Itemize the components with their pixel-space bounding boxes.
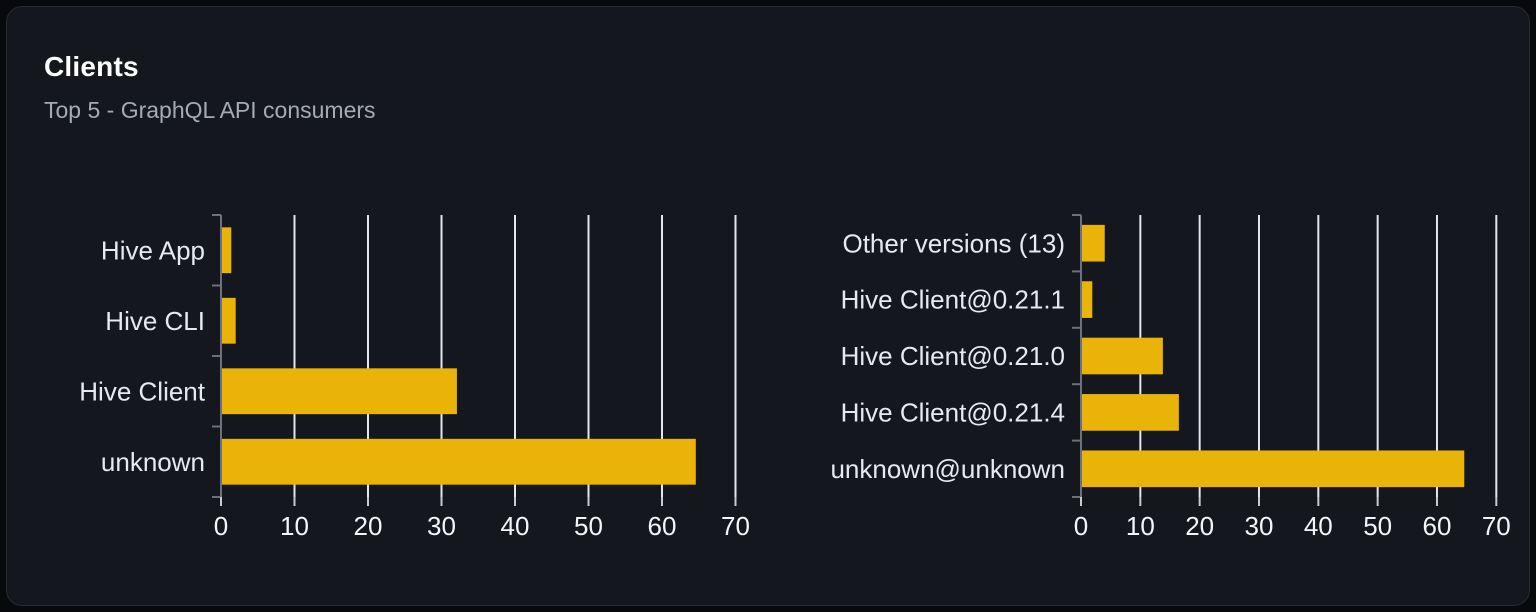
clients-card: Clients Top 5 - GraphQL API consumers Hi…	[6, 6, 1530, 606]
category-label: unknown@unknown	[830, 454, 1065, 484]
card-title: Clients	[44, 51, 139, 82]
clients-top5-chart: Hive App Hive CLI Hive Client unknown 0 10 20 3…	[79, 214, 750, 541]
bar[interactable]	[221, 297, 236, 344]
category-label: Hive Client@0.21.0	[841, 341, 1065, 371]
x-tick-label: 30	[427, 511, 456, 541]
client-versions-chart: Other versions (13) Hive Client@0.21.1 Hiv…	[830, 214, 1511, 541]
x-tick-label: 60	[1423, 511, 1452, 541]
x-tick-label: 70	[721, 511, 750, 541]
x-tick-label: 60	[648, 511, 677, 541]
x-tick-label: 0	[214, 511, 228, 541]
category-label: Hive Client	[79, 376, 205, 406]
category-label: Hive Client@0.21.4	[841, 398, 1065, 428]
x-tick-label: 50	[1363, 511, 1392, 541]
x-tick-label: 30	[1245, 511, 1274, 541]
x-tick-label: 50	[574, 511, 603, 541]
bar[interactable]	[1081, 281, 1093, 318]
x-tick-label: 40	[1304, 511, 1333, 541]
category-label: Hive Client@0.21.1	[841, 285, 1065, 315]
category-label: Hive CLI	[105, 306, 205, 336]
bar[interactable]	[1081, 450, 1465, 488]
bar[interactable]	[1081, 224, 1105, 262]
bar[interactable]	[221, 227, 232, 274]
x-tick-label: 10	[1126, 511, 1155, 541]
x-tick-label: 10	[280, 511, 309, 541]
card-subtitle: Top 5 - GraphQL API consumers	[44, 97, 376, 123]
x-tick-label: 70	[1482, 511, 1511, 541]
category-label: unknown	[101, 447, 205, 477]
bar[interactable]	[221, 368, 457, 415]
bar[interactable]	[221, 438, 696, 485]
x-tick-label: 20	[1185, 511, 1214, 541]
category-label: Hive App	[101, 235, 205, 265]
bar[interactable]	[1081, 337, 1163, 375]
x-tick-label: 40	[501, 511, 530, 541]
bar[interactable]	[1081, 394, 1179, 431]
x-tick-label: 20	[354, 511, 383, 541]
x-tick-label: 0	[1074, 511, 1088, 541]
category-label: Other versions (13)	[842, 228, 1065, 258]
